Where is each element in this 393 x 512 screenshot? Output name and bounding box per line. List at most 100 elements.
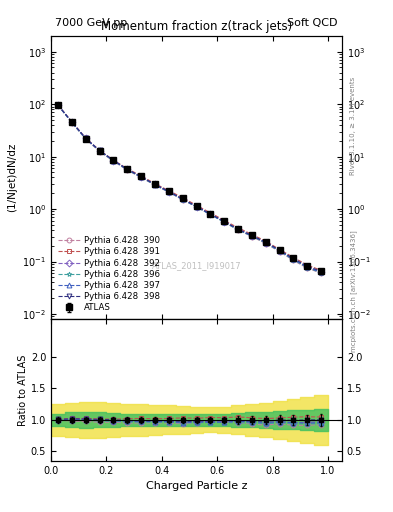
Pythia 6.428  392 [152,181,157,187]
Pythia 6.428  392 [291,257,296,263]
Pythia 6.428  392 [194,203,199,209]
Pythia 6.428  396 [208,211,213,218]
Pythia 6.428  391 [167,187,171,194]
Pythia 6.428  396 [236,227,241,233]
Pythia 6.428  392 [208,211,213,217]
Line: Pythia 6.428  391: Pythia 6.428 391 [55,102,323,273]
Pythia 6.428  396 [167,189,171,195]
Pythia 6.428  392 [167,188,171,195]
Pythia 6.428  390 [208,211,213,218]
Pythia 6.428  396 [305,265,310,271]
Pythia 6.428  398 [250,232,254,239]
Pythia 6.428  390 [222,219,226,225]
Text: Rivet 3.1.10, ≥ 3.1M events: Rivet 3.1.10, ≥ 3.1M events [350,77,356,175]
Pythia 6.428  392 [222,219,226,225]
Pythia 6.428  396 [70,119,74,125]
Pythia 6.428  396 [97,148,102,154]
Pythia 6.428  392 [70,119,74,125]
Pythia 6.428  396 [222,219,226,225]
Pythia 6.428  396 [125,167,130,173]
Pythia 6.428  398 [111,157,116,163]
Pythia 6.428  398 [291,255,296,262]
Pythia 6.428  390 [125,167,130,173]
Pythia 6.428  390 [97,148,102,155]
Pythia 6.428  397 [250,233,254,239]
Line: Pythia 6.428  390: Pythia 6.428 390 [55,103,323,275]
Pythia 6.428  391 [263,238,268,244]
Pythia 6.428  391 [291,254,296,261]
Pythia 6.428  391 [125,165,130,172]
Pythia 6.428  390 [250,233,254,240]
Pythia 6.428  392 [250,233,254,239]
Pythia 6.428  396 [319,270,323,276]
Pythia 6.428  390 [277,248,282,254]
Pythia 6.428  397 [56,102,61,108]
Pythia 6.428  397 [111,158,116,164]
Pythia 6.428  392 [319,269,323,275]
Pythia 6.428  390 [263,241,268,247]
Pythia 6.428  396 [83,136,88,142]
Pythia 6.428  391 [250,231,254,238]
Pythia 6.428  392 [236,226,241,232]
Pythia 6.428  391 [236,225,241,231]
Title: Momentum fraction z(track jets): Momentum fraction z(track jets) [101,20,292,33]
Pythia 6.428  390 [319,270,323,276]
Pythia 6.428  390 [83,136,88,142]
Pythia 6.428  398 [236,226,241,232]
Pythia 6.428  398 [222,218,226,224]
Pythia 6.428  391 [277,246,282,252]
Pythia 6.428  396 [194,204,199,210]
Pythia 6.428  391 [111,157,116,163]
Pythia 6.428  391 [152,181,157,187]
Pythia 6.428  396 [139,174,143,180]
Pythia 6.428  391 [194,202,199,208]
Pythia 6.428  390 [291,258,296,264]
Pythia 6.428  391 [139,173,143,179]
Pythia 6.428  392 [111,158,116,164]
Pythia 6.428  390 [194,204,199,210]
Pythia 6.428  396 [291,257,296,263]
Pythia 6.428  391 [222,217,226,223]
Pythia 6.428  398 [277,247,282,253]
Pythia 6.428  398 [305,263,310,269]
Pythia 6.428  398 [70,119,74,125]
Y-axis label: Ratio to ATLAS: Ratio to ATLAS [18,354,28,425]
Pythia 6.428  398 [83,135,88,141]
Pythia 6.428  397 [167,189,171,195]
Pythia 6.428  397 [305,264,310,270]
Pythia 6.428  396 [56,102,61,109]
Pythia 6.428  390 [152,182,157,188]
Legend: Pythia 6.428  390, Pythia 6.428  391, Pythia 6.428  392, Pythia 6.428  396, Pyth: Pythia 6.428 390, Pythia 6.428 391, Pyth… [55,234,162,315]
Pythia 6.428  391 [97,147,102,154]
Text: mcplots.cern.ch [arXiv:1306.3436]: mcplots.cern.ch [arXiv:1306.3436] [350,230,356,352]
Pythia 6.428  397 [97,148,102,154]
Line: Pythia 6.428  392: Pythia 6.428 392 [55,103,323,274]
Pythia 6.428  396 [180,197,185,203]
Pythia 6.428  390 [56,102,61,109]
Line: Pythia 6.428  397: Pythia 6.428 397 [55,103,323,275]
Pythia 6.428  390 [236,227,241,233]
Pythia 6.428  398 [56,102,61,108]
Pythia 6.428  392 [125,166,130,173]
Pythia 6.428  392 [305,264,310,270]
Pythia 6.428  391 [70,119,74,125]
Pythia 6.428  390 [139,175,143,181]
Pythia 6.428  392 [277,248,282,254]
Pythia 6.428  398 [152,181,157,187]
Pythia 6.428  390 [180,197,185,203]
Pythia 6.428  397 [152,182,157,188]
Pythia 6.428  398 [263,239,268,245]
Pythia 6.428  396 [111,158,116,164]
Pythia 6.428  397 [291,257,296,263]
Pythia 6.428  390 [70,120,74,126]
Pythia 6.428  391 [56,102,61,108]
Pythia 6.428  397 [319,269,323,275]
Pythia 6.428  397 [263,240,268,246]
Pythia 6.428  397 [180,196,185,202]
Pythia 6.428  392 [56,102,61,108]
Pythia 6.428  397 [277,248,282,254]
Text: ATLAS_2011_I919017: ATLAS_2011_I919017 [152,261,241,270]
Pythia 6.428  396 [152,182,157,188]
Pythia 6.428  391 [305,262,310,268]
Pythia 6.428  398 [125,166,130,173]
